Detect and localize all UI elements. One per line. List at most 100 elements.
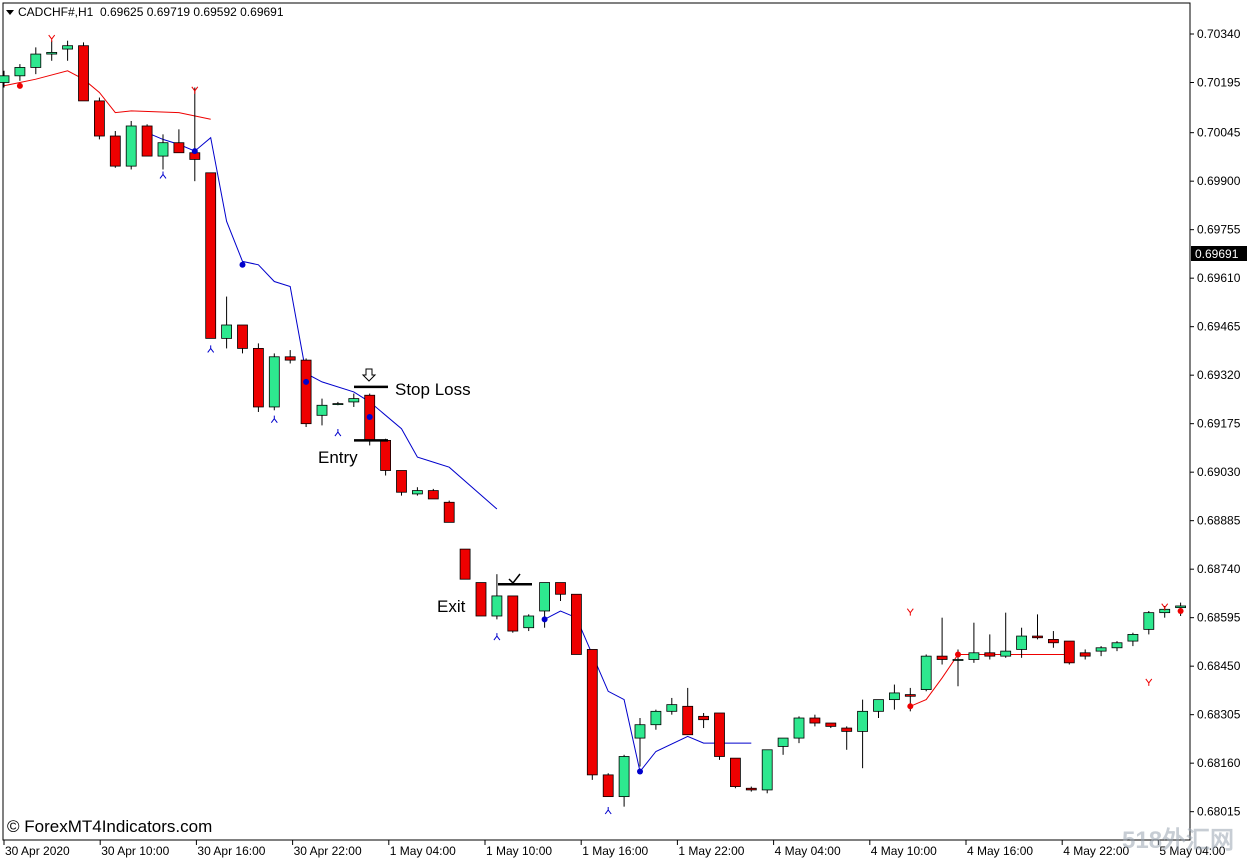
- candle-body: [380, 439, 392, 471]
- candle-body: [109, 135, 121, 167]
- time-tick-label: 1 May 04:00: [390, 844, 456, 858]
- candle-body: [348, 398, 360, 403]
- candle-body: [745, 787, 757, 791]
- candle-body: [698, 715, 709, 721]
- symbol-label: CADCHF#,H1: [18, 5, 94, 19]
- fractal-down-icon: [493, 633, 501, 641]
- candle-body: [332, 403, 344, 406]
- candle-body: [1063, 640, 1075, 664]
- candle-body: [0, 75, 10, 83]
- candle-body: [46, 51, 58, 55]
- candle-body: [1095, 647, 1107, 652]
- current-price-label: 0.69691: [1195, 247, 1239, 261]
- candle-body: [268, 356, 280, 408]
- price-tick-label: 0.70045: [1197, 126, 1241, 140]
- fractal-down-icon: [334, 429, 342, 437]
- fractal-up-icon: [48, 34, 56, 43]
- candle-body: [14, 67, 26, 77]
- candle-body: [650, 710, 662, 726]
- candle-body: [1000, 650, 1012, 657]
- time-tick-label: 30 Apr 2020: [5, 844, 70, 858]
- candle-body: [618, 756, 630, 798]
- signal-dot: [16, 82, 23, 89]
- signal-dot: [366, 413, 373, 420]
- price-tick-label: 0.68740: [1197, 562, 1241, 576]
- signal-dot: [637, 768, 643, 775]
- candle-body: [714, 712, 725, 757]
- signal-dot: [303, 378, 310, 385]
- candle-body: [889, 692, 900, 701]
- price-tick-label: 0.69610: [1197, 271, 1241, 285]
- price-tick-label: 0.69900: [1197, 174, 1241, 188]
- price-tick-label: 0.70340: [1197, 27, 1241, 41]
- time-tick-label: 4 May 10:00: [871, 844, 937, 858]
- signal-dot: [907, 703, 914, 710]
- price-tick-label: 0.69175: [1197, 417, 1241, 431]
- candle-body: [682, 705, 694, 736]
- candle-body: [141, 125, 153, 157]
- time-tick-label: 1 May 10:00: [486, 844, 552, 858]
- candle-body: [873, 699, 884, 712]
- candle-body: [62, 45, 73, 50]
- time-tick-label: 30 Apr 10:00: [101, 844, 169, 858]
- candle-body: [125, 125, 137, 167]
- price-tick-label: 0.68595: [1197, 611, 1241, 625]
- markers: [16, 34, 1184, 815]
- candle-body: [1032, 635, 1043, 639]
- candle-body: [173, 142, 185, 154]
- candle-body: [904, 694, 916, 697]
- checkmark-icon: [508, 573, 521, 585]
- fractal-down-icon: [159, 171, 167, 179]
- price-tick-label: 0.69755: [1197, 223, 1241, 237]
- candle-body: [396, 470, 407, 493]
- candle-body: [571, 593, 582, 655]
- candle-body: [491, 595, 503, 617]
- time-tick-label: 4 May 22:00: [1063, 844, 1129, 858]
- time-tick-label: 4 May 16:00: [967, 844, 1033, 858]
- down-arrow-icon: [361, 368, 377, 382]
- candle-body: [1127, 633, 1139, 642]
- candle-body: [602, 774, 614, 798]
- candle-body: [316, 404, 328, 416]
- candle-body: [920, 655, 932, 690]
- price-tick-label: 0.69320: [1197, 368, 1241, 382]
- fractal-up-icon: [1145, 678, 1153, 686]
- signal-dot: [1177, 607, 1184, 614]
- price-tick-label: 0.69030: [1197, 465, 1241, 479]
- indicator-line: [3, 70, 211, 120]
- candle-body: [841, 727, 853, 732]
- time-tick-label: 5 May 04:00: [1159, 844, 1225, 858]
- candle-body: [252, 348, 264, 408]
- candle-body: [300, 359, 312, 425]
- candle-body: [555, 582, 566, 595]
- candle-body: [539, 582, 550, 612]
- price-axis: 0.70340 0.70195 0.70045 0.69900 0.69755 0.696…: [1190, 27, 1241, 819]
- signal-dot: [955, 651, 961, 658]
- price-tick-label: 0.68160: [1197, 756, 1241, 770]
- candle-body: [936, 655, 948, 660]
- fractal-up-icon: [906, 608, 914, 616]
- candle-body: [507, 595, 519, 632]
- fractal-down-icon: [270, 415, 278, 423]
- signal-dot: [239, 261, 246, 268]
- stop-loss-label: Stop Loss: [395, 380, 471, 399]
- candle-body: [221, 324, 233, 339]
- fractal-up-icon: [191, 86, 199, 94]
- time-tick-label: 1 May 22:00: [678, 844, 744, 858]
- indicator-line: [544, 610, 752, 773]
- candle-body: [94, 100, 105, 137]
- candle-body: [793, 717, 805, 739]
- entry-label: Entry: [318, 448, 358, 467]
- candle-body: [984, 652, 996, 657]
- chevron-down-icon[interactable]: [6, 10, 14, 15]
- signal-dot: [541, 616, 548, 623]
- price-tick-label: 0.68450: [1197, 659, 1241, 673]
- candle-body: [443, 501, 455, 523]
- candle-body: [777, 737, 789, 747]
- candle-body: [1143, 612, 1155, 630]
- candle-body: [411, 490, 423, 495]
- candle-body: [666, 704, 678, 712]
- candle-body: [634, 724, 646, 739]
- candle-body: [761, 749, 773, 791]
